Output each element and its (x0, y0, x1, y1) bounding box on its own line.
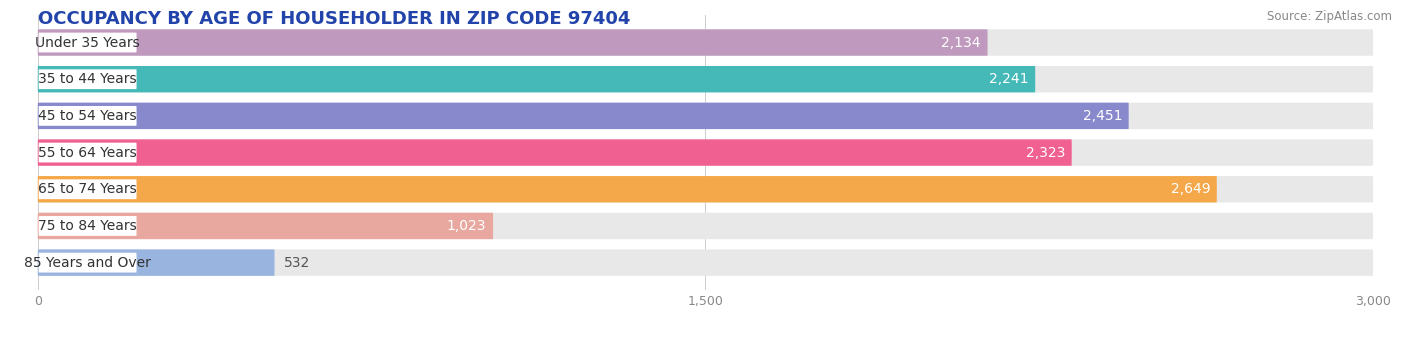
Text: 85 Years and Over: 85 Years and Over (24, 256, 150, 270)
FancyBboxPatch shape (38, 69, 136, 89)
FancyBboxPatch shape (38, 139, 1374, 166)
FancyBboxPatch shape (38, 179, 136, 199)
Text: 45 to 54 Years: 45 to 54 Years (38, 109, 136, 123)
FancyBboxPatch shape (38, 29, 1374, 56)
FancyBboxPatch shape (38, 66, 1374, 92)
FancyBboxPatch shape (38, 213, 494, 239)
FancyBboxPatch shape (38, 176, 1216, 202)
FancyBboxPatch shape (38, 176, 1374, 202)
Text: Under 35 Years: Under 35 Years (35, 35, 141, 50)
Text: 35 to 44 Years: 35 to 44 Years (38, 72, 136, 86)
Text: 75 to 84 Years: 75 to 84 Years (38, 219, 136, 233)
FancyBboxPatch shape (38, 143, 136, 163)
Text: 2,323: 2,323 (1026, 146, 1066, 159)
FancyBboxPatch shape (38, 250, 274, 276)
Text: OCCUPANCY BY AGE OF HOUSEHOLDER IN ZIP CODE 97404: OCCUPANCY BY AGE OF HOUSEHOLDER IN ZIP C… (38, 10, 630, 28)
FancyBboxPatch shape (38, 29, 987, 56)
FancyBboxPatch shape (38, 33, 136, 52)
FancyBboxPatch shape (38, 216, 136, 236)
FancyBboxPatch shape (38, 103, 1129, 129)
Text: 2,649: 2,649 (1171, 182, 1211, 196)
Text: 532: 532 (284, 256, 309, 270)
FancyBboxPatch shape (38, 213, 1374, 239)
Text: 65 to 74 Years: 65 to 74 Years (38, 182, 136, 196)
FancyBboxPatch shape (38, 253, 136, 273)
Text: 55 to 64 Years: 55 to 64 Years (38, 146, 136, 159)
FancyBboxPatch shape (38, 66, 1035, 92)
FancyBboxPatch shape (38, 139, 1071, 166)
Text: 2,241: 2,241 (988, 72, 1029, 86)
Text: 2,451: 2,451 (1083, 109, 1122, 123)
FancyBboxPatch shape (38, 103, 1374, 129)
FancyBboxPatch shape (38, 106, 136, 126)
FancyBboxPatch shape (38, 250, 1374, 276)
Text: 1,023: 1,023 (447, 219, 486, 233)
Text: 2,134: 2,134 (942, 35, 981, 50)
Text: Source: ZipAtlas.com: Source: ZipAtlas.com (1267, 10, 1392, 23)
